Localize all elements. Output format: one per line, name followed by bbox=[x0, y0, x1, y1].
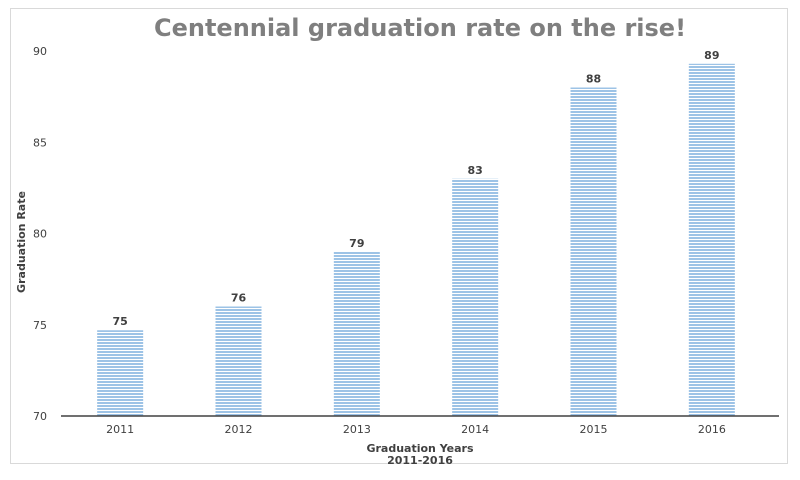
y-tick-label: 75 bbox=[33, 319, 47, 332]
bar-2014 bbox=[452, 178, 499, 416]
data-label-2016: 89 bbox=[704, 49, 719, 62]
x-tick-label: 2015 bbox=[580, 423, 608, 436]
bar-2011 bbox=[97, 330, 144, 416]
x-axis-label: Graduation Years bbox=[366, 442, 474, 455]
bar-chart: Centennial graduation rate on the rise! … bbox=[15, 14, 779, 465]
y-tick-label: 85 bbox=[33, 136, 47, 149]
x-tick-label: 2014 bbox=[461, 423, 489, 436]
x-axis-ticks: 2011 2012 2013 2014 2015 2016 bbox=[106, 423, 726, 436]
data-label-2012: 76 bbox=[231, 292, 247, 305]
y-tick-label: 70 bbox=[33, 410, 47, 423]
x-tick-label: 2013 bbox=[343, 423, 371, 436]
data-label-2013: 79 bbox=[349, 237, 364, 250]
y-axis-label: Graduation Rate bbox=[15, 191, 28, 293]
data-label-2011: 75 bbox=[113, 315, 128, 328]
bar-2016 bbox=[688, 63, 735, 417]
bars-group: 75 76 79 83 88 89 bbox=[97, 49, 735, 417]
y-tick-label: 80 bbox=[33, 228, 47, 241]
x-axis-sublabel: 2011-2016 bbox=[387, 454, 453, 465]
y-axis-ticks: 70 75 80 85 90 bbox=[33, 45, 47, 423]
bar-2012 bbox=[215, 306, 262, 416]
x-tick-label: 2011 bbox=[106, 423, 134, 436]
bar-2013 bbox=[333, 251, 380, 416]
data-label-2015: 88 bbox=[586, 73, 601, 86]
x-tick-label: 2016 bbox=[698, 423, 726, 436]
data-label-2014: 83 bbox=[468, 164, 483, 177]
y-tick-label: 90 bbox=[33, 45, 47, 58]
x-tick-label: 2012 bbox=[225, 423, 253, 436]
bar-2015 bbox=[570, 87, 617, 416]
chart-title: Centennial graduation rate on the rise! bbox=[154, 14, 686, 42]
chart-frame: Centennial graduation rate on the rise! … bbox=[10, 8, 788, 465]
